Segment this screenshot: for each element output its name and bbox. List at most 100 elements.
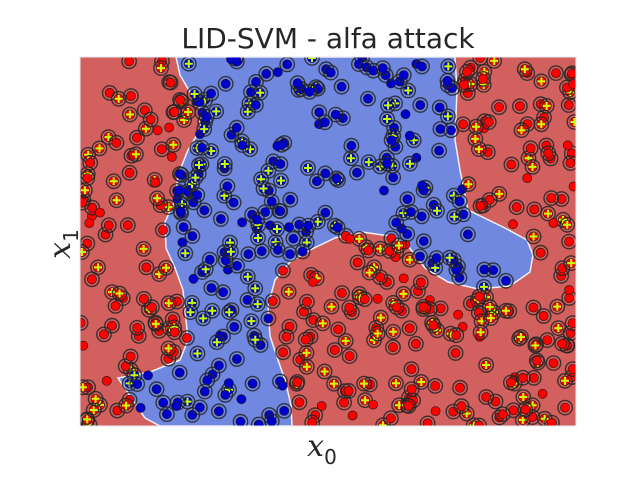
lid-flag-ring xyxy=(289,374,306,390)
lid-flag-ring xyxy=(407,335,424,352)
point-marker xyxy=(400,109,411,120)
negative-data-point xyxy=(255,180,272,197)
negative-data-point xyxy=(304,57,320,66)
negative-data-point xyxy=(316,114,333,131)
plus-marker xyxy=(256,88,265,97)
lid-flag-ring xyxy=(143,299,160,316)
negative-data-point xyxy=(216,156,233,172)
plus-marker xyxy=(251,284,260,293)
lid-flag-ring xyxy=(153,141,170,158)
negative-data-point xyxy=(196,121,213,138)
lid-flag-ring xyxy=(487,393,504,410)
negative-data-point xyxy=(226,318,243,335)
positive-data-point xyxy=(508,199,525,216)
positive-data-point xyxy=(104,317,120,334)
lid-flag-ring xyxy=(323,298,340,315)
lid-flag-ring xyxy=(264,293,281,309)
negative-data-point xyxy=(239,268,256,285)
lid-flag-ring xyxy=(255,180,272,197)
positive-data-point xyxy=(401,320,418,337)
negative-data-point xyxy=(385,169,402,186)
negative-data-point xyxy=(282,191,299,208)
point-marker xyxy=(231,122,242,133)
lid-flag-ring xyxy=(160,295,177,312)
plus-marker xyxy=(519,393,528,401)
positive-data-point xyxy=(460,176,477,193)
lid-flag-ring xyxy=(189,187,206,203)
lid-flag-ring xyxy=(503,156,520,173)
positive-data-point xyxy=(316,363,333,380)
negative-data-point xyxy=(439,72,456,89)
negative-data-point xyxy=(196,383,213,400)
negative-data-point xyxy=(191,399,208,416)
point-marker xyxy=(82,173,93,183)
point-marker xyxy=(165,77,176,88)
point-marker xyxy=(156,144,167,155)
point-marker xyxy=(300,334,311,345)
point-marker xyxy=(237,140,248,150)
point-marker xyxy=(132,379,143,389)
positive-data-point xyxy=(400,398,417,414)
plus-marker xyxy=(114,94,123,103)
lid-flag-ring xyxy=(300,217,317,234)
point-marker xyxy=(501,275,511,286)
lid-flag-ring xyxy=(328,170,345,187)
negative-data-point xyxy=(388,214,405,231)
point-marker xyxy=(288,233,299,244)
negative-data-point xyxy=(269,221,285,237)
positive-data-point xyxy=(101,375,112,386)
lid-flag-ring xyxy=(445,403,462,420)
positive-data-point xyxy=(129,319,146,336)
lid-flag-ring xyxy=(337,332,354,349)
positive-data-point xyxy=(566,114,576,130)
plus-marker xyxy=(193,349,202,358)
lid-flag-ring xyxy=(471,288,488,305)
plus-marker xyxy=(226,247,235,256)
plus-marker xyxy=(528,162,537,171)
plus-marker xyxy=(284,287,293,296)
point-marker xyxy=(402,194,413,205)
plus-marker xyxy=(327,302,336,311)
negative-data-point xyxy=(432,121,449,137)
point-marker xyxy=(187,409,198,420)
lid-flag-ring xyxy=(550,320,567,336)
point-marker xyxy=(199,386,210,397)
lid-flag-ring xyxy=(349,164,365,181)
lid-flag-ring xyxy=(455,116,471,133)
lid-flag-ring xyxy=(149,190,166,207)
point-marker xyxy=(451,330,462,341)
negative-data-point xyxy=(253,243,270,260)
point-marker xyxy=(80,340,89,351)
point-marker xyxy=(535,247,546,258)
positive-data-point xyxy=(517,401,534,418)
negative-data-point xyxy=(203,85,220,102)
lid-flag-ring xyxy=(554,335,570,352)
plus-marker xyxy=(373,329,382,338)
negative-data-point xyxy=(180,57,197,72)
positive-data-point xyxy=(356,291,373,308)
point-marker xyxy=(252,214,262,225)
lid-flag-ring xyxy=(274,262,291,279)
lid-flag-ring xyxy=(439,72,456,89)
plus-marker xyxy=(212,107,221,116)
point-marker xyxy=(347,410,358,421)
lid-flag-ring xyxy=(508,199,525,216)
plus-marker xyxy=(151,319,160,328)
negative-data-point xyxy=(234,137,251,154)
negative-data-point xyxy=(172,203,189,220)
lid-flag-ring xyxy=(210,357,227,374)
positive-data-point xyxy=(564,285,574,295)
negative-data-point xyxy=(248,74,264,90)
lid-flag-ring xyxy=(491,185,508,202)
point-marker xyxy=(301,296,312,307)
plus-marker xyxy=(417,378,426,386)
positive-data-point xyxy=(330,321,347,338)
lid-flag-ring xyxy=(326,375,342,392)
lid-flag-ring xyxy=(239,291,256,308)
lid-flag-ring xyxy=(540,205,556,222)
negative-data-point xyxy=(413,208,430,225)
point-marker xyxy=(175,95,185,105)
positive-data-point xyxy=(525,228,542,245)
point-marker xyxy=(428,320,439,331)
negative-data-point xyxy=(252,84,269,101)
